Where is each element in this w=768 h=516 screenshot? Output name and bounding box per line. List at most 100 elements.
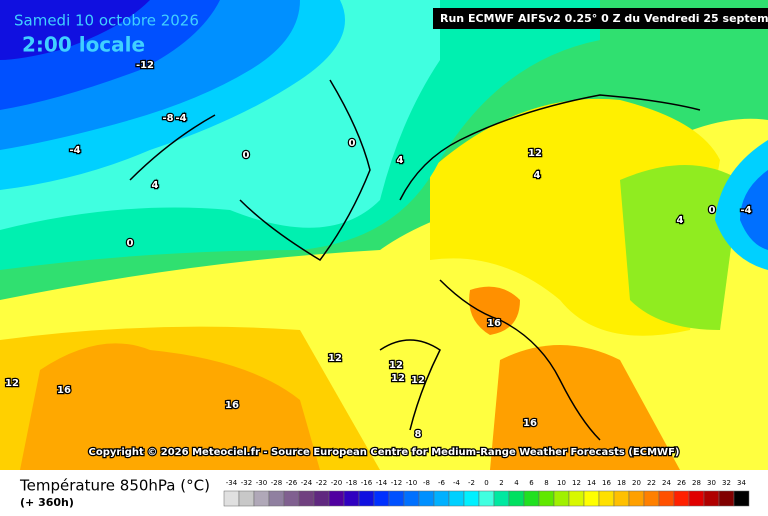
color-swatch bbox=[328, 490, 345, 507]
scale-label: -12 bbox=[391, 479, 402, 487]
color-swatch bbox=[643, 490, 660, 507]
color-swatch bbox=[223, 490, 240, 507]
color-swatch bbox=[553, 490, 570, 507]
scale-label: 12 bbox=[572, 479, 581, 487]
color-swatch bbox=[583, 490, 600, 507]
color-swatch bbox=[673, 490, 690, 507]
contour-label: 16 bbox=[523, 418, 537, 429]
scale-label: -34 bbox=[226, 479, 238, 487]
scale-label: -24 bbox=[301, 479, 313, 487]
run-info: Run ECMWF AIFSv2 0.25° 0 Z du Vendredi 2… bbox=[440, 12, 768, 25]
contour-label: 4 bbox=[397, 155, 404, 166]
scale-label: 16 bbox=[602, 479, 611, 487]
scale-label: 14 bbox=[587, 479, 596, 487]
color-swatch bbox=[538, 490, 555, 507]
forecast-time: 2:00 locale bbox=[22, 33, 145, 57]
scale-label: -2 bbox=[468, 479, 475, 487]
contour-label: 12 bbox=[328, 353, 342, 364]
scale-label: 20 bbox=[632, 479, 641, 487]
color-swatch bbox=[523, 490, 540, 507]
color-swatch bbox=[298, 490, 315, 507]
scale-label: 6 bbox=[529, 479, 534, 487]
color-swatch bbox=[688, 490, 705, 507]
scale-label: -4 bbox=[453, 479, 461, 487]
scale-label: 34 bbox=[737, 479, 746, 487]
scale-label: -14 bbox=[376, 479, 388, 487]
scale-label: 10 bbox=[557, 479, 566, 487]
color-swatch bbox=[658, 490, 675, 507]
contour-label: 8 bbox=[415, 429, 422, 440]
contour-label: 4 bbox=[152, 180, 159, 191]
scale-label: -6 bbox=[438, 479, 446, 487]
color-swatch bbox=[478, 490, 495, 507]
scale-label: -32 bbox=[241, 479, 252, 487]
contour-label: 12 bbox=[389, 360, 403, 371]
contour-label: -4 bbox=[69, 145, 80, 156]
contour-label: 12 bbox=[528, 148, 542, 159]
scale-label: 30 bbox=[707, 479, 716, 487]
color-swatch bbox=[508, 490, 525, 507]
color-swatch bbox=[703, 490, 720, 507]
scale-label: -8 bbox=[423, 479, 430, 487]
scale-label: 2 bbox=[499, 479, 503, 487]
contour-label: 12 bbox=[411, 375, 425, 386]
contour-label: -12 bbox=[136, 60, 154, 71]
color-swatch bbox=[358, 490, 375, 507]
contour-label: 0 bbox=[127, 238, 134, 249]
scale-label: 0 bbox=[484, 479, 488, 487]
color-swatch bbox=[598, 490, 615, 507]
scale-label: -30 bbox=[256, 479, 267, 487]
contour-label: 4 bbox=[677, 215, 684, 226]
color-swatch bbox=[403, 490, 420, 507]
color-swatch bbox=[448, 490, 465, 507]
legend-title: Température 850hPa (°C) bbox=[19, 477, 210, 495]
forecast-date: Samedi 10 octobre 2026 bbox=[14, 12, 199, 30]
color-swatch bbox=[238, 490, 255, 507]
color-swatch bbox=[613, 490, 630, 507]
scale-label: 24 bbox=[662, 479, 671, 487]
scale-label: -22 bbox=[316, 479, 327, 487]
color-swatch bbox=[343, 490, 360, 507]
color-swatch bbox=[568, 490, 585, 507]
scale-label: -28 bbox=[271, 479, 282, 487]
contour-label: 16 bbox=[225, 400, 239, 411]
contour-label: 4 bbox=[534, 170, 541, 181]
contour-label: 16 bbox=[487, 318, 501, 329]
contour-label: 16 bbox=[57, 385, 71, 396]
contour-label: 12 bbox=[5, 378, 19, 389]
color-swatch bbox=[268, 490, 285, 507]
color-swatch bbox=[733, 490, 750, 507]
color-swatch bbox=[388, 490, 405, 507]
scale-label: 8 bbox=[544, 479, 548, 487]
contour-label: -4 bbox=[740, 205, 751, 216]
color-swatch bbox=[373, 490, 390, 507]
contour-label: 0 bbox=[349, 138, 356, 149]
lead-time: (+ 360h) bbox=[20, 496, 74, 509]
contour-label: 12 bbox=[391, 373, 405, 384]
scale-label: -18 bbox=[346, 479, 357, 487]
color-swatch bbox=[493, 490, 510, 507]
scale-label: 26 bbox=[677, 479, 686, 487]
color-swatch bbox=[628, 490, 645, 507]
color-swatch bbox=[418, 490, 435, 507]
color-swatch bbox=[463, 490, 480, 507]
contour-label: 0 bbox=[243, 150, 250, 161]
color-swatch bbox=[253, 490, 270, 507]
scale-label: 4 bbox=[514, 479, 519, 487]
scale-label: -10 bbox=[406, 479, 417, 487]
scale-label: 22 bbox=[647, 479, 656, 487]
copyright: Copyright © 2026 Meteociel.fr - Source E… bbox=[89, 447, 680, 458]
scale-label: -20 bbox=[331, 479, 342, 487]
contour-label: -4 bbox=[175, 113, 186, 124]
contour-label: 0 bbox=[709, 205, 716, 216]
contour-label: -8 bbox=[162, 113, 173, 124]
scale-label: 32 bbox=[722, 479, 731, 487]
color-swatch bbox=[433, 490, 450, 507]
color-swatch bbox=[313, 490, 330, 507]
map-background bbox=[0, 0, 768, 470]
scale-label: 28 bbox=[692, 479, 701, 487]
color-swatch bbox=[718, 490, 735, 507]
color-swatch bbox=[283, 490, 300, 507]
